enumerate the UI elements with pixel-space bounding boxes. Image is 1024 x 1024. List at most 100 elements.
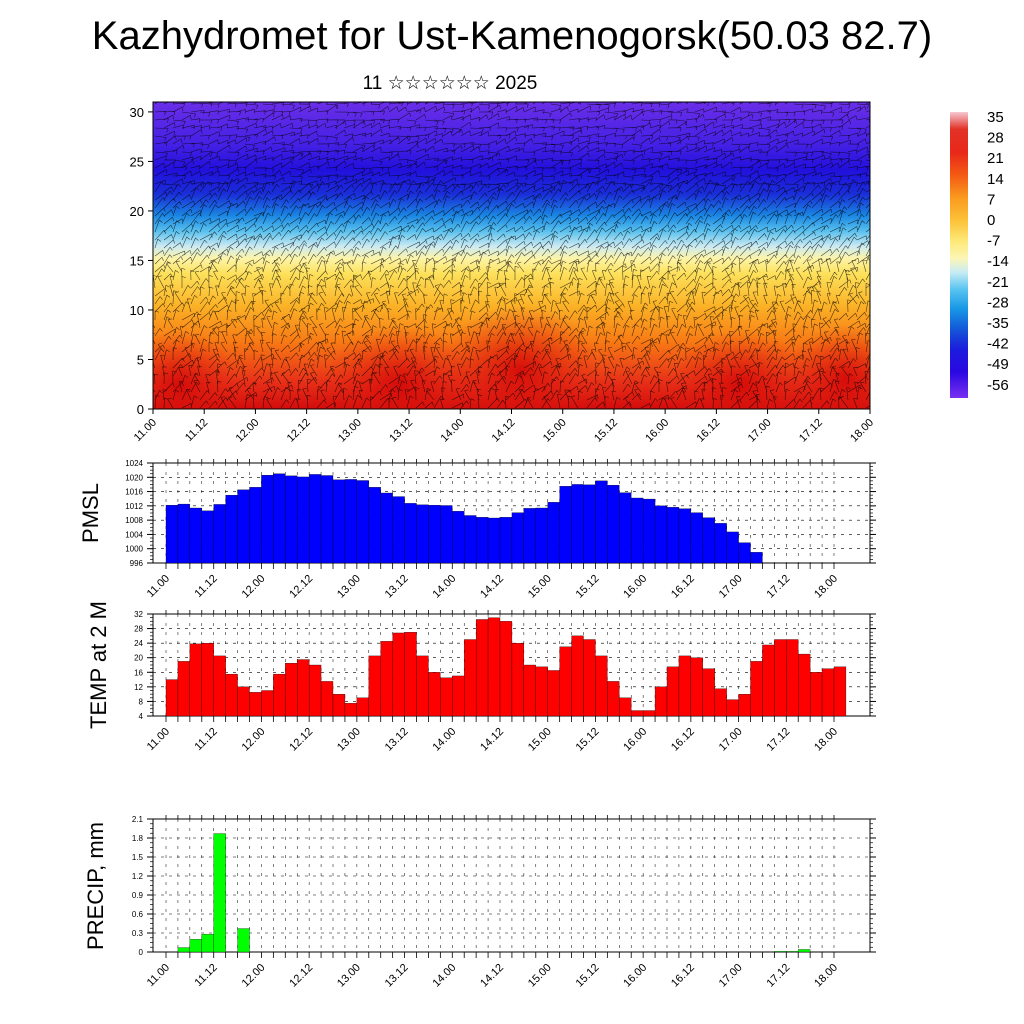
x-tick-label: 12.00 (240, 962, 268, 990)
precip-bar (237, 489, 250, 564)
precip-bar (738, 542, 751, 564)
y-tick-label: 0.3 (132, 929, 144, 938)
y-tick-label: 28 (134, 625, 143, 634)
y-tick-label: 1.2 (132, 872, 144, 881)
x-tick-label: 15.12 (574, 962, 602, 990)
precip-bar (237, 686, 250, 717)
precip-bar (714, 688, 727, 717)
precip-bar (559, 486, 572, 564)
precip-bar (547, 502, 560, 564)
y-tick-label: 1024 (125, 459, 143, 468)
precip-panel: 0 0.3 0.6 0.9 1.2 1.5 1.8 2.1 11.00 11.12 12.00 12.… (83, 815, 876, 990)
y-tick-label: 12 (134, 683, 143, 692)
precip-bar (499, 621, 513, 717)
colorbar-label: 14 (987, 171, 1004, 188)
precip-bar (559, 646, 572, 717)
y-tick-label: 1.5 (132, 853, 144, 862)
precip-bar (690, 512, 703, 564)
precip-bar (249, 487, 262, 564)
x-tick-label: 16.00 (621, 962, 649, 990)
precip-bar (177, 947, 191, 953)
x-tick-label: 18.00 (848, 417, 876, 445)
precip-bar (511, 512, 525, 564)
x-tick-label: 13.00 (335, 962, 363, 990)
x-tick-label: 15.00 (541, 417, 569, 445)
warm-region (153, 330, 240, 409)
y-tick-label: 1004 (125, 530, 143, 539)
precip-bar (821, 668, 835, 717)
precip-bar (308, 474, 322, 564)
precip-bar (273, 473, 286, 564)
x-tick-label: 18.00 (812, 573, 840, 601)
y-tick-label: 25 (130, 154, 144, 169)
x-tick-label: 11.12 (183, 417, 210, 444)
x-tick-label: 16.00 (621, 573, 649, 601)
warm-regions (153, 102, 870, 409)
x-tick-label: 14.00 (430, 573, 458, 601)
x-tick-label: 13.12 (383, 962, 411, 990)
wind-barb-lines (153, 102, 870, 409)
x-tick-label: 11.12 (192, 962, 219, 989)
x-tick-label: 15.12 (592, 417, 620, 445)
y-tick-label: 20 (130, 204, 144, 219)
precip-bar (404, 503, 417, 564)
precip-bar (523, 664, 536, 717)
x-tick-label: 17.12 (764, 726, 792, 754)
precip-bar (201, 934, 214, 953)
precip-bar (595, 655, 608, 717)
precip-bar (702, 517, 715, 564)
x-tick-label: 12.12 (285, 417, 313, 445)
precip-bar (189, 507, 202, 564)
chart-title: Kazhydromet for Ust-Kamenogorsk(50.03 82… (91, 14, 933, 58)
y-tick-label: 1.8 (132, 834, 144, 843)
y-tick-label: 1008 (125, 516, 143, 525)
x-tick-label: 16.12 (669, 726, 697, 754)
y-tick-label: 1020 (125, 473, 143, 482)
colorbar-scale (950, 112, 968, 398)
precip-bar (201, 642, 214, 717)
x-tick-label: 16.12 (669, 573, 697, 601)
precip-bar (535, 507, 548, 564)
x-tick-label: 15.12 (574, 726, 602, 754)
precip-bar (297, 659, 310, 717)
warm-region (325, 325, 475, 409)
precip-bar (380, 492, 393, 564)
precip-bar (511, 642, 525, 717)
x-tick-label: 12.12 (287, 962, 315, 990)
y-tick-label: 8 (139, 697, 144, 706)
precip-bar (750, 552, 763, 564)
precip-bar (213, 504, 226, 564)
precip-bar (380, 641, 393, 717)
precip-bar (332, 693, 346, 717)
precip-bar (809, 672, 823, 717)
precip-bar (332, 479, 346, 564)
x-tick-label: 12.12 (287, 726, 315, 754)
x-tick-label: 13.00 (335, 573, 363, 601)
precip-bar (774, 639, 787, 717)
precip-bar (177, 503, 191, 564)
x-tick-label: 13.12 (387, 417, 415, 445)
x-tick-label: 17.00 (717, 726, 745, 754)
precip-bar (213, 655, 226, 717)
heatmap-x-axis: 11.00 11.12 12.00 12.12 13.00 13.12 14.00 14.12… (132, 409, 876, 445)
y-tick-label: 1012 (125, 502, 143, 511)
precip-bar (774, 951, 787, 953)
x-tick-label: 16.00 (643, 417, 671, 445)
precip-bar (285, 475, 298, 564)
x-tick-label: 13.00 (335, 726, 363, 754)
colorbar-label: 7 (987, 191, 995, 208)
precip-bar (392, 496, 405, 564)
x-tick-label: 15.12 (574, 573, 602, 601)
precip-bar (475, 517, 489, 564)
y-tick-label: 0.6 (132, 910, 144, 919)
colorbar-label: -35 (987, 315, 1009, 332)
pmsl-panel: 996 1000 1004 1008 1012 1016 1020 1024 11.00 11.1… (78, 459, 876, 601)
precip-bar (798, 949, 811, 953)
precip-bar (189, 643, 202, 717)
precip-bar (714, 523, 727, 564)
colorbar-label: 21 (987, 150, 1004, 167)
precip-bar (344, 703, 358, 717)
x-tick-label: 18.00 (812, 962, 840, 990)
precip-bar (356, 697, 369, 717)
x-tick-label: 17.00 (746, 417, 774, 445)
